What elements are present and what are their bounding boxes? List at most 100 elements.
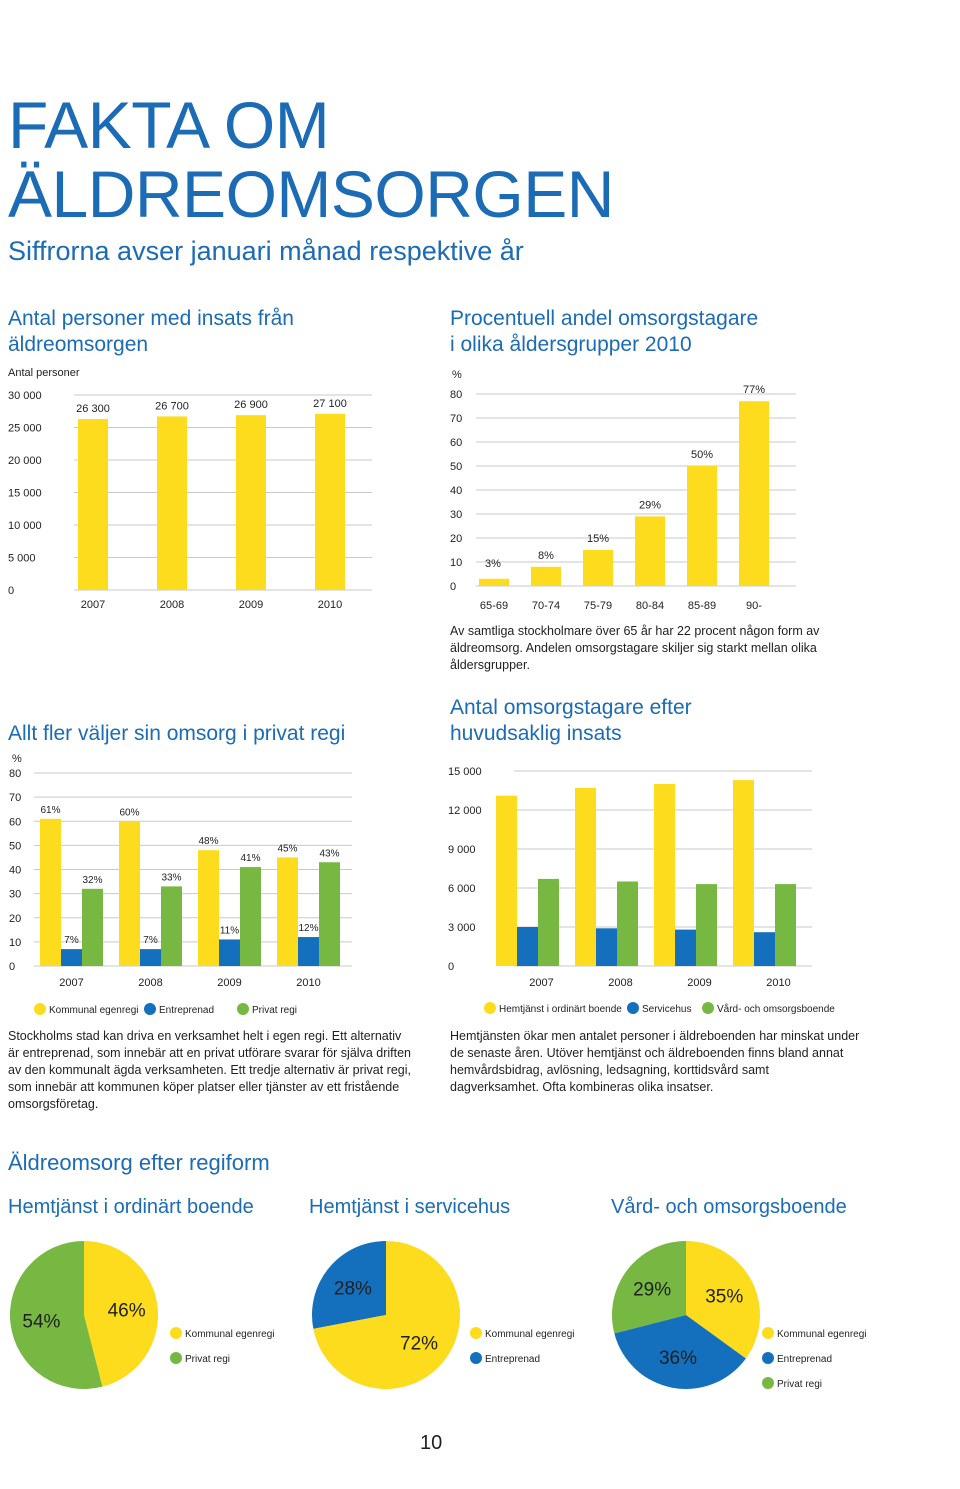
pie2-legend-swatch bbox=[470, 1327, 482, 1339]
pie1-legend-swatch bbox=[170, 1327, 182, 1339]
chart-persons-title: Antal personer med insats från äldreomso… bbox=[8, 306, 294, 358]
insats-bar bbox=[675, 929, 696, 966]
insats-bar bbox=[754, 932, 775, 966]
insats-tick-label: 9 000 bbox=[448, 844, 476, 856]
pie2-legend-label: Kommunal egenregi bbox=[485, 1329, 575, 1340]
regi-legend-label: Kommunal egenregi bbox=[49, 1005, 139, 1016]
insats-tick-label: 15 000 bbox=[448, 766, 482, 778]
pie2-legend-label: Entreprenad bbox=[485, 1354, 540, 1365]
regi-tick-label: 20 bbox=[9, 913, 21, 925]
pie1-legend-label: Kommunal egenregi bbox=[185, 1329, 275, 1340]
regi-category-label: 2007 bbox=[59, 977, 83, 989]
regi-legend-swatch bbox=[237, 1003, 249, 1015]
regi-bar bbox=[219, 939, 240, 966]
age-value-label: 8% bbox=[538, 550, 554, 562]
regi-value-label: 11% bbox=[220, 925, 239, 936]
regi-tick-label: 0 bbox=[9, 961, 15, 973]
pie2-slice bbox=[313, 1241, 460, 1389]
pie3-legend-label: Kommunal egenregi bbox=[777, 1329, 867, 1340]
insats-legend-swatch bbox=[484, 1002, 496, 1014]
page-title-line1: FAKTA OM bbox=[8, 88, 330, 162]
insats-tick-label: 12 000 bbox=[448, 805, 482, 817]
insats-legend-swatch bbox=[702, 1002, 714, 1014]
pie1-slice-label: 54% bbox=[22, 1311, 60, 1332]
regi-value-label: 12% bbox=[298, 923, 318, 934]
pie1-slice-label: 46% bbox=[108, 1301, 146, 1322]
age-value-label: 29% bbox=[639, 499, 661, 511]
page-title-line2: ÄLDREOMSORGEN bbox=[8, 157, 614, 231]
persons-category-label: 2008 bbox=[160, 599, 184, 611]
age-tick-label: 30 bbox=[450, 509, 462, 521]
chart-insats-title-line1: Antal omsorgstagare efter bbox=[450, 696, 692, 719]
regi-legend-label: Privat regi bbox=[252, 1005, 297, 1016]
regi-tick-label: 40 bbox=[9, 865, 21, 877]
persons-tick-label: 15 000 bbox=[8, 488, 42, 500]
pie3-legend-swatch bbox=[762, 1377, 774, 1389]
age-category-label: 70-74 bbox=[532, 600, 560, 612]
persons-bar bbox=[236, 415, 266, 590]
insats-legend-swatch bbox=[627, 1002, 639, 1014]
chart-insats: 0 3 000 6 000 9 000 12 000 15 000 2007 2008 2009… bbox=[448, 766, 835, 1015]
chart-insats-title-line2: huvudsaklig insats bbox=[450, 722, 622, 745]
persons-bar bbox=[315, 413, 345, 590]
regi-category-label: 2008 bbox=[138, 977, 162, 989]
age-ylabel: % bbox=[452, 369, 462, 381]
age-bar bbox=[687, 466, 717, 586]
regi-bar bbox=[298, 937, 319, 966]
insats-bar bbox=[538, 878, 559, 966]
insats-bar bbox=[575, 787, 596, 966]
age-category-label: 80-84 bbox=[636, 600, 664, 612]
persons-tick-label: 25 000 bbox=[8, 423, 42, 435]
insats-category-label: 2007 bbox=[529, 977, 553, 989]
regi-legend-label: Entreprenad bbox=[159, 1005, 214, 1016]
regi-value-label: 60% bbox=[119, 807, 139, 818]
pie3-slice bbox=[611, 1241, 686, 1334]
page-subtitle: Siffrorna avser januari månad respektive… bbox=[8, 236, 524, 266]
regi-bar bbox=[240, 867, 261, 966]
chart-persons-title-line1: Antal personer med insats från bbox=[8, 307, 294, 330]
pie3-slice-label: 36% bbox=[659, 1348, 697, 1369]
persons-category-label: 2007 bbox=[81, 599, 105, 611]
regi-value-label: 43% bbox=[319, 848, 339, 859]
insats-bar bbox=[617, 881, 638, 966]
insats-bar bbox=[654, 784, 675, 966]
pie1-legend-label: Privat regi bbox=[185, 1354, 230, 1365]
chart-regi-title-line1: Allt fler väljer sin omsorg i privat reg… bbox=[8, 722, 346, 745]
age-value-label: 3% bbox=[485, 558, 501, 570]
insats-tick-label: 6 000 bbox=[448, 883, 476, 895]
insats-category-label: 2008 bbox=[608, 977, 632, 989]
pie3-legend-swatch bbox=[762, 1352, 774, 1364]
regi-value-label: 7% bbox=[143, 935, 158, 946]
regi-value-label: 32% bbox=[82, 875, 102, 886]
insats-category-label: 2009 bbox=[687, 977, 711, 989]
regi-bar bbox=[119, 821, 140, 966]
age-tick-label: 10 bbox=[450, 557, 462, 569]
insats-category-label: 2010 bbox=[766, 977, 790, 989]
persons-tick-label: 0 bbox=[8, 585, 14, 597]
regi-value-label: 48% bbox=[198, 836, 218, 847]
persons-value-label: 27 100 bbox=[313, 398, 347, 410]
regi-value-label: 45% bbox=[277, 843, 297, 854]
pie1-slice bbox=[84, 1241, 159, 1387]
insats-bar bbox=[596, 928, 617, 966]
pie3-legend-swatch bbox=[762, 1327, 774, 1339]
age-bar bbox=[479, 578, 509, 586]
pie1-slice bbox=[10, 1241, 103, 1389]
regi-value-label: 61% bbox=[40, 805, 60, 816]
pie2-slice bbox=[311, 1241, 386, 1329]
persons-bar bbox=[157, 416, 187, 590]
chart-agegroups-title: Procentuell andel omsorgstagare i olika … bbox=[450, 306, 758, 358]
pie3-slice-label: 29% bbox=[633, 1280, 671, 1301]
regi-bar bbox=[198, 850, 219, 966]
chart-agegroups-title-line1: Procentuell andel omsorgstagare bbox=[450, 307, 759, 330]
insats-legend-label: Hemtjänst i ordinärt boende bbox=[499, 1004, 622, 1015]
chart-insats-title: Antal omsorgstagare efter huvudsaklig in… bbox=[450, 695, 692, 747]
persons-tick-label: 30 000 bbox=[8, 390, 42, 402]
insats-bar bbox=[775, 884, 796, 966]
regi-bar bbox=[277, 857, 298, 966]
pie2-slice-label: 72% bbox=[400, 1333, 438, 1354]
age-bar bbox=[531, 566, 561, 586]
persons-value-label: 26 900 bbox=[234, 399, 268, 411]
pie3-title: Vård- och omsorgsboende bbox=[611, 1196, 847, 1218]
pies-section-title: Äldreomsorg efter regiform bbox=[8, 1150, 270, 1175]
